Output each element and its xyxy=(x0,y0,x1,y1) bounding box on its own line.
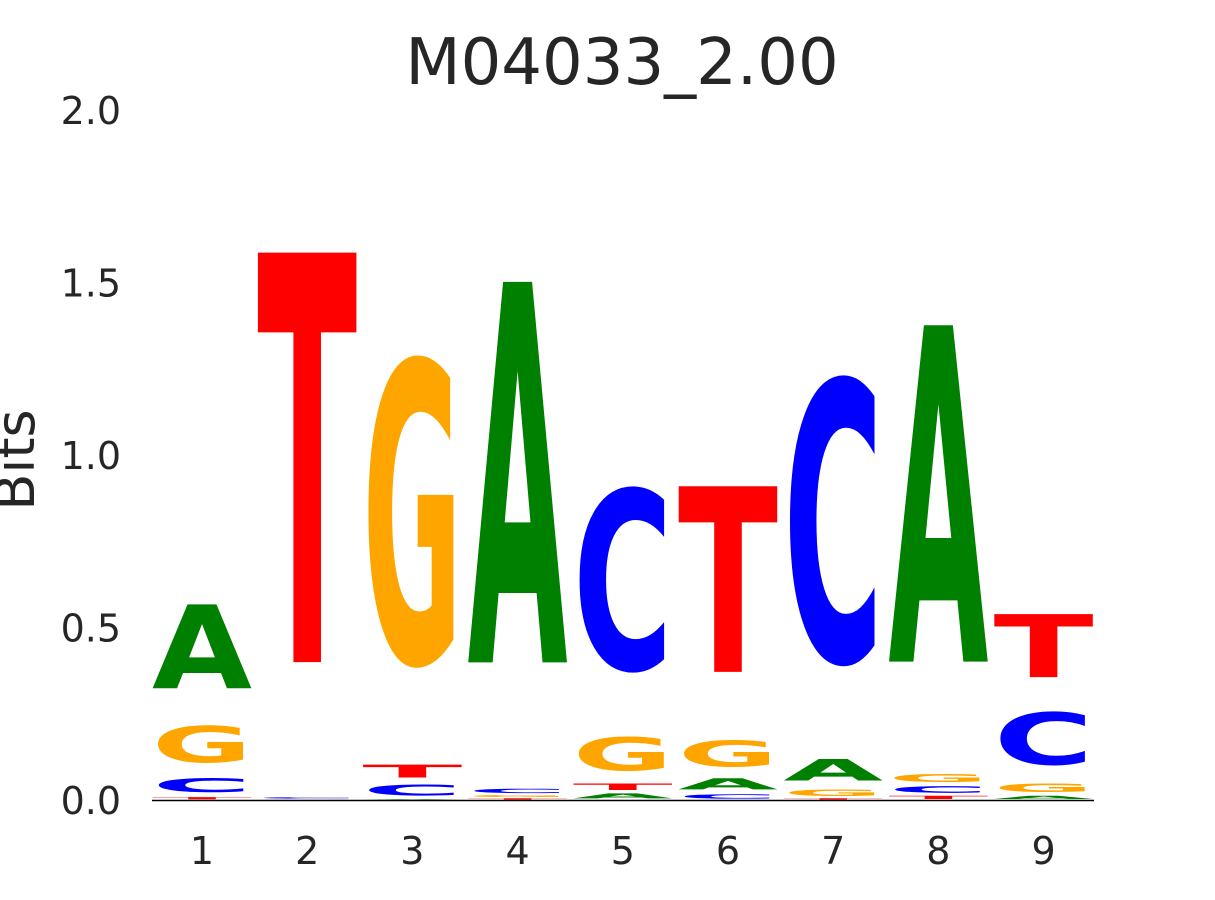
y-tick-label: 2.0 xyxy=(61,89,121,133)
logo-letter-C: C xyxy=(573,440,673,727)
x-tick-label: 2 xyxy=(295,829,319,873)
logo-letter-C: C xyxy=(994,698,1094,782)
x-tick-label: 8 xyxy=(926,829,950,873)
logo-letter-T: T xyxy=(783,798,883,800)
logo-letter-T: T xyxy=(257,141,358,795)
logo-letter-G: G xyxy=(362,278,462,760)
logo-letter-T: T xyxy=(994,597,1094,698)
logo-letter-G: G xyxy=(468,795,568,798)
logo-letter-A: A xyxy=(888,233,989,771)
logo-letter-G: G xyxy=(257,799,357,800)
logo-letter-C: C xyxy=(678,793,778,800)
logo-letter-A: A xyxy=(678,775,778,793)
y-tick-label: 1.0 xyxy=(61,434,121,478)
logo-letter-C: C xyxy=(888,784,988,794)
logo-letter-T: T xyxy=(362,761,462,782)
y-tick-label: 1.5 xyxy=(61,262,121,306)
x-tick-label: 5 xyxy=(611,829,635,873)
logo-letter-G: G xyxy=(678,734,778,776)
logo-letter-A: A xyxy=(994,795,1094,800)
y-axis-label: Bits xyxy=(0,409,47,510)
logo-letter-C: C xyxy=(257,797,357,799)
logo-letter-T: T xyxy=(468,798,568,800)
x-tick-label: 7 xyxy=(821,829,845,873)
x-tick-label: 1 xyxy=(190,829,214,873)
x-axis: 1 2 3 4 5 6 7 8 9 xyxy=(190,829,1056,873)
logo-letter-A: A xyxy=(362,799,462,800)
y-tick-label: 0.0 xyxy=(61,779,121,823)
x-tick-label: 4 xyxy=(506,829,530,873)
logo-letter-G: G xyxy=(783,788,883,798)
logo-letter-A: A xyxy=(468,178,569,786)
logo-letter-C: C xyxy=(152,775,252,797)
logo-letter-C: C xyxy=(362,782,462,799)
logo-letter-C: C xyxy=(468,788,568,795)
logo-letter-A: A xyxy=(152,581,252,715)
logo-letter-A: A xyxy=(783,753,884,787)
y-tick-label: 0.5 xyxy=(61,607,121,651)
logo-letter-T: T xyxy=(573,782,673,792)
logo-letter-T: T xyxy=(678,437,778,734)
logo-letter-G: G xyxy=(152,716,252,774)
logo-letter-T: T xyxy=(888,795,988,800)
x-tick-label: 9 xyxy=(1032,829,1056,873)
logo-letter-C: C xyxy=(783,305,883,753)
logo-letter-A: A xyxy=(573,792,673,800)
y-axis: 0.0 0.5 1.0 1.5 2.0 xyxy=(61,89,121,823)
chart-title: M04033_2.00 xyxy=(405,26,838,100)
logo-letter-G: G xyxy=(573,729,673,782)
x-tick-label: 3 xyxy=(400,829,424,873)
x-tick-label: 6 xyxy=(716,829,740,873)
logo-letter-G: G xyxy=(994,782,1094,795)
logo-letter-G: G xyxy=(888,773,988,785)
logo-letter-T: T xyxy=(152,797,252,800)
